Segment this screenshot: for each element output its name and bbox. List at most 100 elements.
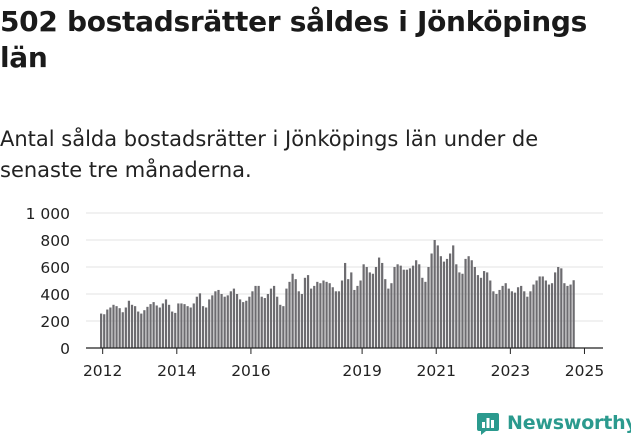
bar [195, 296, 198, 348]
bar [133, 306, 137, 348]
x-tick-label: 2014 [157, 362, 196, 380]
bar-chart-logo-icon [477, 413, 499, 435]
bar [498, 289, 501, 348]
bar [127, 300, 131, 348]
x-axis-ticks: 2012 2014 2016 2019 2021 2023 2025 [83, 348, 604, 380]
bar [103, 314, 106, 348]
bar [520, 285, 523, 348]
y-tick-label: 1 000 [26, 205, 70, 223]
bar [164, 299, 168, 348]
bar [365, 267, 368, 348]
bar [387, 288, 390, 348]
bar [235, 294, 239, 348]
bar [473, 267, 476, 348]
bar [208, 299, 211, 348]
y-tick-label: 200 [40, 313, 70, 331]
bar [464, 258, 467, 348]
bar [161, 303, 165, 348]
bar [118, 308, 121, 348]
bar [458, 272, 461, 348]
bar [523, 291, 526, 348]
x-tick-label: 2016 [231, 362, 270, 380]
bar [541, 276, 544, 348]
x-tick-label: 2019 [342, 362, 381, 380]
bar [489, 280, 492, 348]
bar [109, 307, 112, 348]
bar [242, 302, 245, 348]
bar [374, 267, 378, 348]
bar [186, 306, 189, 348]
bar [214, 291, 217, 348]
bar [449, 253, 452, 348]
bar [359, 280, 362, 348]
bar [482, 271, 486, 348]
bar [334, 291, 337, 348]
x-tick-label: 2021 [416, 362, 455, 380]
bar [306, 275, 310, 348]
bar [513, 292, 517, 348]
bar [436, 245, 439, 348]
bars [100, 240, 575, 349]
bar [137, 311, 140, 348]
bar [239, 299, 242, 348]
bar [272, 285, 276, 348]
bar [455, 264, 458, 348]
bar [402, 269, 405, 348]
bar [492, 291, 495, 348]
bar [300, 294, 303, 348]
bar [415, 260, 418, 348]
bar [347, 279, 350, 348]
bar [433, 240, 436, 348]
bar [461, 273, 464, 348]
bar [381, 262, 384, 348]
bar [569, 284, 572, 348]
chart-subtitle: Antal sålda bostadsrätter i Jönköpings l… [0, 127, 539, 182]
bar [263, 298, 266, 348]
bar [260, 296, 263, 348]
bar [516, 287, 520, 348]
bar [550, 283, 554, 348]
bar [189, 307, 192, 348]
bar [405, 269, 408, 348]
bar [174, 312, 177, 348]
bar [495, 294, 498, 348]
bar [467, 256, 470, 348]
bar [124, 307, 127, 348]
bar [106, 309, 109, 348]
bar [177, 303, 180, 348]
bar [205, 307, 208, 348]
y-tick-label: 800 [40, 232, 70, 250]
bar [554, 272, 557, 348]
bar [504, 283, 507, 348]
bar [526, 296, 529, 348]
bar [544, 280, 547, 348]
bar [130, 304, 134, 348]
bar [245, 300, 248, 348]
bar [167, 304, 171, 348]
bar [421, 277, 424, 348]
bar [254, 285, 257, 348]
bar [325, 281, 328, 348]
bar [282, 306, 285, 348]
bar [430, 253, 433, 348]
bar [201, 306, 205, 348]
bar [353, 289, 356, 348]
bar [557, 267, 560, 348]
brand-name: Newsworthy [507, 412, 631, 434]
bar [313, 285, 316, 348]
last-value-annotation: 502 [582, 195, 614, 200]
bar [220, 294, 223, 348]
bar [476, 275, 480, 348]
bar [115, 306, 118, 348]
x-tick-label: 2025 [565, 362, 604, 380]
bar [507, 288, 510, 348]
bar [143, 310, 146, 348]
bar [291, 273, 294, 348]
bar [479, 277, 483, 348]
bar [180, 303, 183, 348]
bar [146, 306, 149, 348]
bar [285, 288, 288, 348]
bar [331, 287, 334, 348]
chart-title: 502 bostadsrätter såldes i Jönköpings lä… [0, 5, 587, 74]
